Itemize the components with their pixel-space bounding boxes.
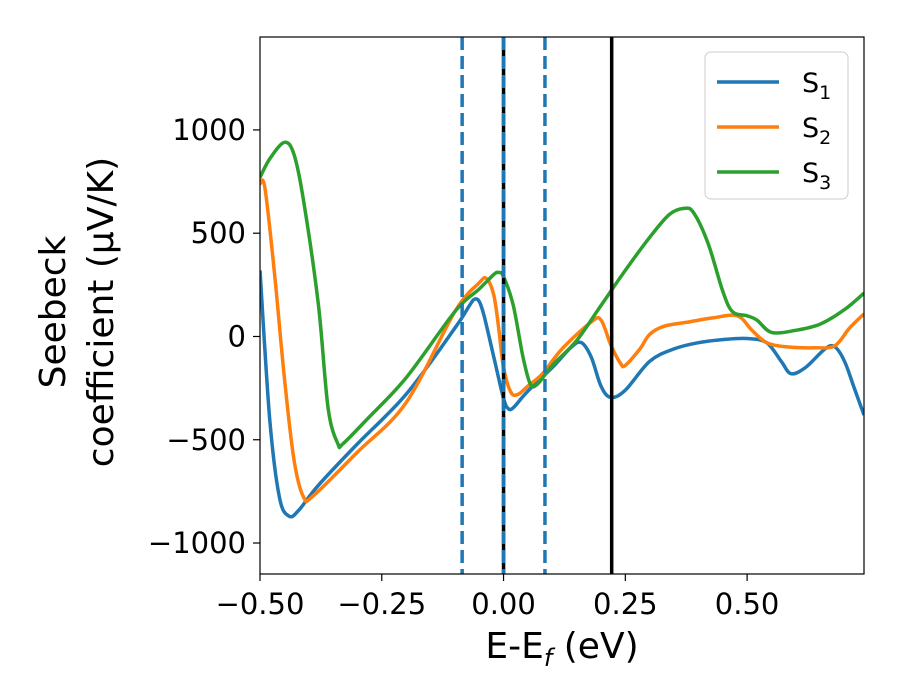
x-tick-label: 0.50 (715, 587, 780, 621)
series-line-s1 (260, 270, 864, 519)
y-axis: −1000 −500 0 500 1000 (148, 113, 260, 560)
plot-frame (259, 36, 865, 575)
legend-label-s1: S1 (802, 68, 831, 104)
y-tick-label: 500 (191, 216, 246, 250)
x-tick-label: 0.00 (471, 587, 536, 621)
series-line-s2 (260, 178, 864, 504)
x-axis: −0.50 −0.25 0.00 0.25 0.50 (216, 574, 780, 621)
y-axis-label-line2: coefficient (μV/K) (81, 157, 122, 467)
x-tick-label: 0.25 (593, 587, 658, 621)
legend: S1 S2 S3 (704, 51, 849, 200)
x-axis-label-unit: (eV) (552, 626, 638, 667)
legend-label-s2: S2 (802, 113, 831, 149)
y-axis-label-line1: Seebeck (33, 235, 74, 388)
y-tick-label: −1000 (148, 526, 246, 560)
reference-lines (460, 37, 614, 574)
x-tick-label: −0.25 (337, 587, 426, 621)
legend-label-s3: S3 (802, 158, 831, 194)
y-tick-label: 0 (228, 319, 246, 353)
y-axis-label: Seebeck coefficient (μV/K) (33, 157, 122, 467)
y-tick-label: −500 (166, 423, 246, 457)
x-axis-label: E-Ef (eV) (485, 626, 638, 672)
plot-area (260, 140, 864, 519)
x-tick-label: −0.50 (216, 587, 305, 621)
y-tick-label: 1000 (172, 113, 246, 147)
series-line-s3 (260, 140, 864, 450)
